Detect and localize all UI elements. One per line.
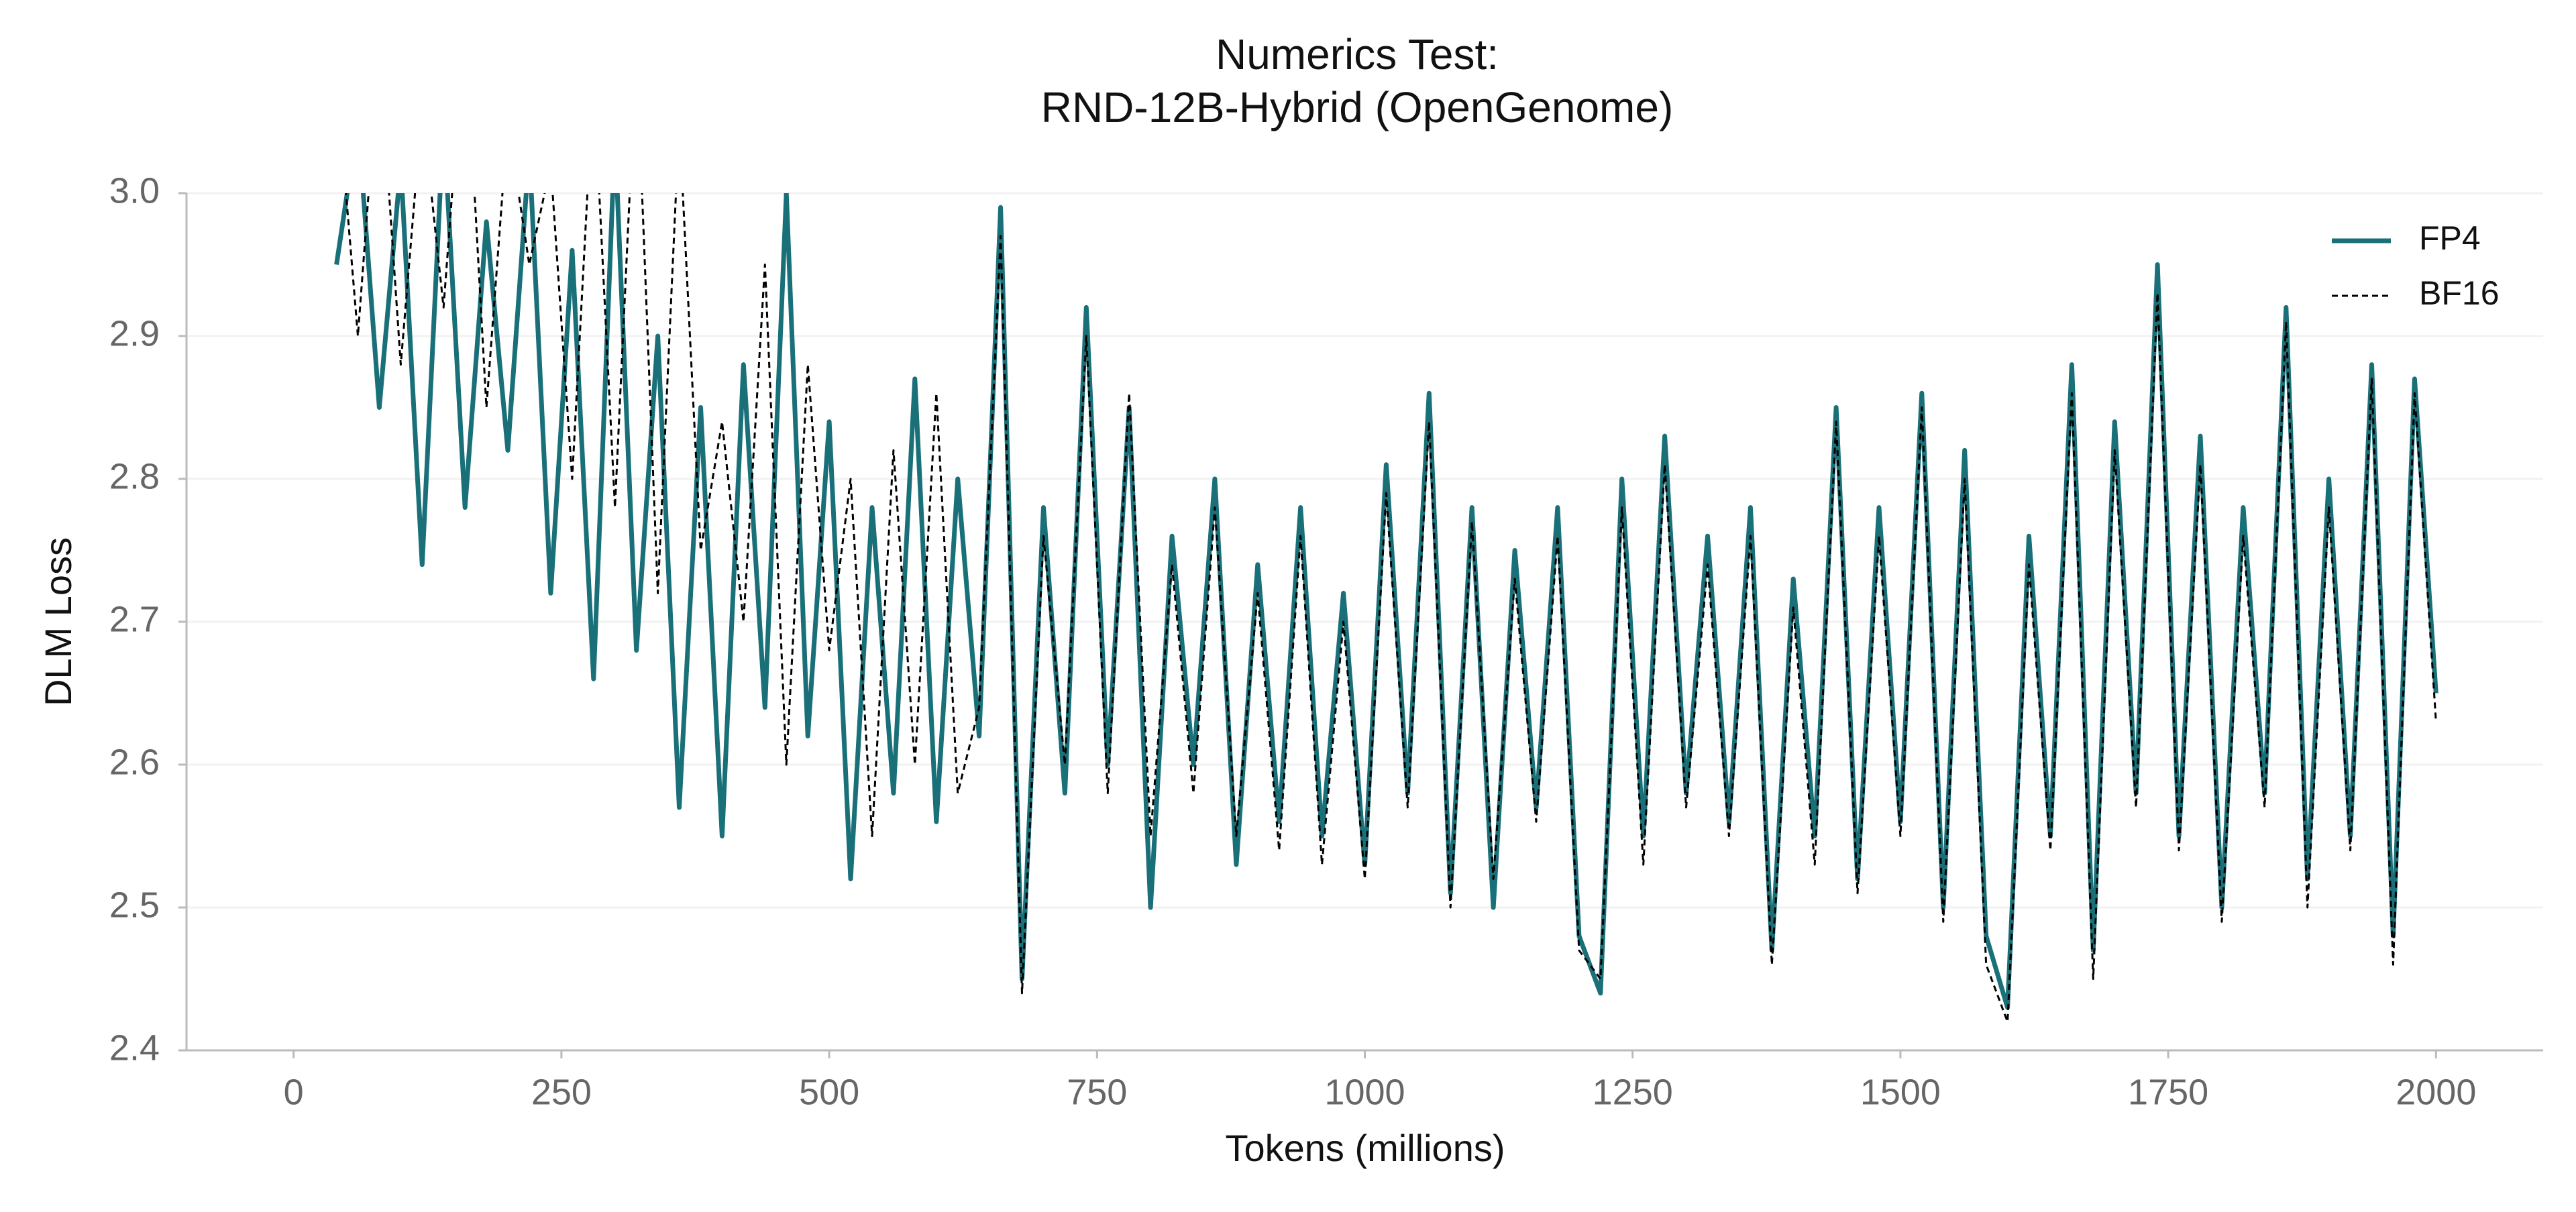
axes: 2.4 2.5 2.6 2.7 2.8 2.9 3.0 0 250 500 750 1000 1250 1…	[109, 170, 2543, 1112]
x-tick-label: 1500	[1860, 1072, 1941, 1112]
y-axis-label: DLM Loss	[37, 537, 79, 706]
y-tick-label: 2.8	[109, 456, 160, 496]
x-tick-label: 2000	[2396, 1072, 2476, 1112]
chart-subtitle: RND-12B-Hybrid (OpenGenome)	[1041, 83, 1674, 131]
x-tick-label: 1000	[1324, 1072, 1405, 1112]
y-tick-label: 2.7	[109, 599, 160, 639]
y-tick-label: 2.9	[109, 313, 160, 353]
x-tick-label: 500	[799, 1072, 859, 1112]
legend-label: FP4	[2419, 219, 2481, 257]
y-tick-label: 3.0	[109, 170, 160, 211]
plot-area	[334, 193, 2438, 1023]
legend: FP4 BF16	[2332, 219, 2500, 312]
x-tick-label: 1250	[1593, 1072, 1673, 1112]
y-tick-label: 2.4	[109, 1028, 160, 1068]
chart-title: Numerics Test:	[1216, 30, 1499, 78]
x-tick-label: 0	[284, 1072, 304, 1112]
x-axis-label: Tokens (millions)	[1226, 1127, 1505, 1169]
legend-label: BF16	[2419, 274, 2500, 312]
x-tick-label: 250	[531, 1072, 592, 1112]
x-tick-label: 750	[1067, 1072, 1127, 1112]
x-tick-label: 1750	[2128, 1072, 2208, 1112]
series-line	[345, 193, 2437, 1023]
series-line	[334, 193, 2438, 1010]
y-tick-label: 2.5	[109, 885, 160, 925]
y-tick-label: 2.6	[109, 742, 160, 782]
